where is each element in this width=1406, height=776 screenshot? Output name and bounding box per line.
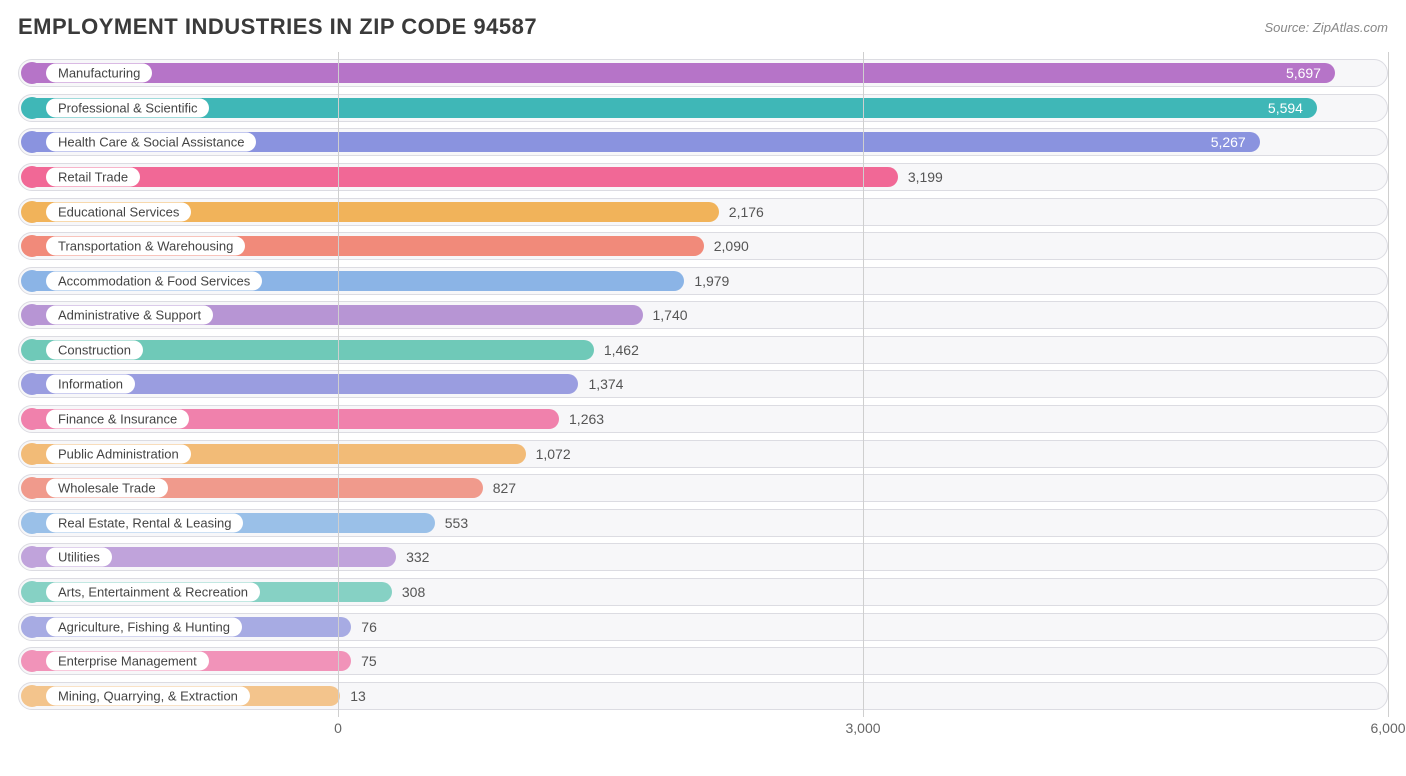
chart-area: Manufacturing 5,697 Professional & Scienti… [18, 52, 1388, 752]
bar-cap [21, 373, 43, 395]
bar-row: Accommodation & Food Services 1,979 [18, 267, 1388, 295]
bar-cap [21, 304, 43, 326]
bar-label-pill: Administrative & Support [46, 306, 213, 325]
bar-row: Information 1,374 [18, 370, 1388, 398]
bar-row: Agriculture, Fishing & Hunting 76 [18, 613, 1388, 641]
bar-cap [21, 201, 43, 223]
bar-value: 332 [406, 549, 429, 565]
bar-row: Health Care & Social Assistance 5,267 [18, 128, 1388, 156]
bar-cap [21, 443, 43, 465]
bar-row: Finance & Insurance 1,263 [18, 405, 1388, 433]
bar-cap [21, 62, 43, 84]
bar-cap [21, 616, 43, 638]
bar-row: Enterprise Management 75 [18, 647, 1388, 675]
bar-cap [21, 270, 43, 292]
bar-label-pill: Public Administration [46, 444, 191, 463]
bar-cap [21, 339, 43, 361]
bar-value: 1,462 [604, 342, 639, 358]
x-axis: 03,0006,000 [18, 720, 1388, 744]
bar-label-pill: Manufacturing [46, 64, 152, 83]
bar-fill [22, 167, 898, 187]
bar-row: Real Estate, Rental & Leasing 553 [18, 509, 1388, 537]
bar-row: Administrative & Support 1,740 [18, 301, 1388, 329]
bar-cap [21, 685, 43, 707]
chart-rows: Manufacturing 5,697 Professional & Scienti… [18, 52, 1388, 717]
bar-label-pill: Finance & Insurance [46, 410, 189, 429]
bar-value: 1,979 [694, 273, 729, 289]
bar-value: 5,594 [1268, 100, 1303, 116]
bar-cap [21, 166, 43, 188]
bar-row: Arts, Entertainment & Recreation 308 [18, 578, 1388, 606]
bar-row: Utilities 332 [18, 543, 1388, 571]
gridline [1388, 52, 1389, 717]
bar-label-pill: Arts, Entertainment & Recreation [46, 582, 260, 601]
bar-row: Public Administration 1,072 [18, 440, 1388, 468]
bar-label-pill: Health Care & Social Assistance [46, 133, 256, 152]
x-tick-label: 0 [334, 720, 342, 736]
bar-value: 1,374 [588, 376, 623, 392]
bar-label-pill: Retail Trade [46, 168, 140, 187]
gridline [863, 52, 864, 717]
chart-source: Source: ZipAtlas.com [1264, 20, 1388, 35]
chart-plot: Manufacturing 5,697 Professional & Scienti… [18, 52, 1388, 717]
bar-cap [21, 546, 43, 568]
bar-value: 3,199 [908, 169, 943, 185]
bar-label-pill: Enterprise Management [46, 652, 209, 671]
bar-value: 2,176 [729, 204, 764, 220]
bar-cap [21, 512, 43, 534]
bar-value: 2,090 [714, 238, 749, 254]
x-tick-label: 6,000 [1370, 720, 1405, 736]
bar-row: Transportation & Warehousing 2,090 [18, 232, 1388, 260]
bar-cap [21, 581, 43, 603]
bar-cap [21, 650, 43, 672]
bar-label-pill: Real Estate, Rental & Leasing [46, 513, 243, 532]
chart-title: EMPLOYMENT INDUSTRIES IN ZIP CODE 94587 [18, 14, 537, 40]
bar-label-pill: Construction [46, 340, 143, 359]
bar-row: Manufacturing 5,697 [18, 59, 1388, 87]
bar-label-pill: Professional & Scientific [46, 98, 209, 117]
bar-cap [21, 97, 43, 119]
bar-value: 308 [402, 584, 425, 600]
bar-value: 827 [493, 480, 516, 496]
bar-fill [22, 63, 1335, 83]
bar-label-pill: Accommodation & Food Services [46, 271, 262, 290]
bar-row: Mining, Quarrying, & Extraction 13 [18, 682, 1388, 710]
bar-value: 75 [361, 653, 377, 669]
bar-label-pill: Mining, Quarrying, & Extraction [46, 686, 250, 705]
bar-label-pill: Utilities [46, 548, 112, 567]
bar-cap [21, 131, 43, 153]
bar-label-pill: Agriculture, Fishing & Hunting [46, 617, 242, 636]
bar-row: Educational Services 2,176 [18, 198, 1388, 226]
bar-row: Professional & Scientific 5,594 [18, 94, 1388, 122]
bar-value: 5,267 [1211, 134, 1246, 150]
bar-label-pill: Wholesale Trade [46, 479, 168, 498]
bar-value: 1,072 [536, 446, 571, 462]
bar-value: 1,263 [569, 411, 604, 427]
bar-label-pill: Transportation & Warehousing [46, 237, 245, 256]
bar-value: 5,697 [1286, 65, 1321, 81]
bar-fill [22, 98, 1317, 118]
bar-cap [21, 477, 43, 499]
bar-label-pill: Information [46, 375, 135, 394]
bar-label-pill: Educational Services [46, 202, 191, 221]
bar-cap [21, 235, 43, 257]
bar-row: Construction 1,462 [18, 336, 1388, 364]
bar-value: 13 [350, 688, 366, 704]
bar-value: 553 [445, 515, 468, 531]
x-tick-label: 3,000 [845, 720, 880, 736]
gridline [338, 52, 339, 717]
chart-header: EMPLOYMENT INDUSTRIES IN ZIP CODE 94587 … [18, 14, 1388, 40]
bar-row: Retail Trade 3,199 [18, 163, 1388, 191]
bar-value: 1,740 [653, 307, 688, 323]
bar-row: Wholesale Trade 827 [18, 474, 1388, 502]
bar-cap [21, 408, 43, 430]
bar-value: 76 [361, 619, 377, 635]
